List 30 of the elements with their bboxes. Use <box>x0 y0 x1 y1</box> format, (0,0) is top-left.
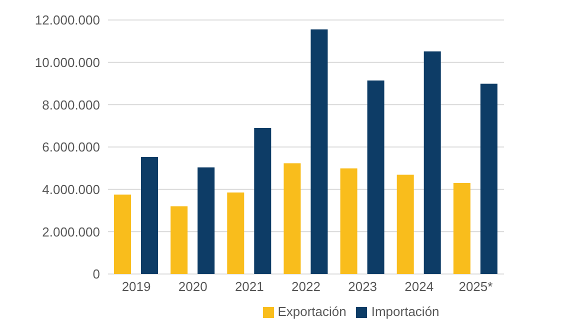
bar <box>396 174 414 274</box>
y-tick-label: 12.000.000 <box>34 12 100 28</box>
bar <box>254 128 272 274</box>
bar <box>453 182 470 274</box>
bar <box>198 167 215 274</box>
bar <box>227 192 244 274</box>
x-tick-label: 2022 <box>292 279 320 294</box>
x-tick-label: 2025* <box>458 279 493 294</box>
x-tick-label: 2019 <box>122 279 151 294</box>
bar <box>340 168 358 274</box>
bar <box>310 29 328 274</box>
y-tick-label: 2.000.000 <box>42 224 100 240</box>
y-tick-label: 8.000.000 <box>42 97 100 112</box>
bar <box>170 206 188 274</box>
legend-label: Exportación <box>278 304 346 319</box>
y-tick-label: 6.000.000 <box>42 140 100 155</box>
bar <box>367 80 384 274</box>
x-tick-label: 2021 <box>234 279 264 294</box>
bar <box>424 51 441 274</box>
bar <box>480 84 498 274</box>
bar <box>141 156 158 274</box>
x-tick-label: 2023 <box>348 279 378 294</box>
x-tick-label: 2020 <box>178 279 208 294</box>
bar <box>284 163 301 274</box>
bar <box>114 194 131 274</box>
y-tick-label: 0 <box>92 266 100 282</box>
legend-label: Importación <box>371 304 440 319</box>
x-tick-label: 2024 <box>404 279 434 294</box>
y-tick-label: 4.000.000 <box>42 182 100 197</box>
y-tick-label: 10.000.000 <box>34 54 100 70</box>
